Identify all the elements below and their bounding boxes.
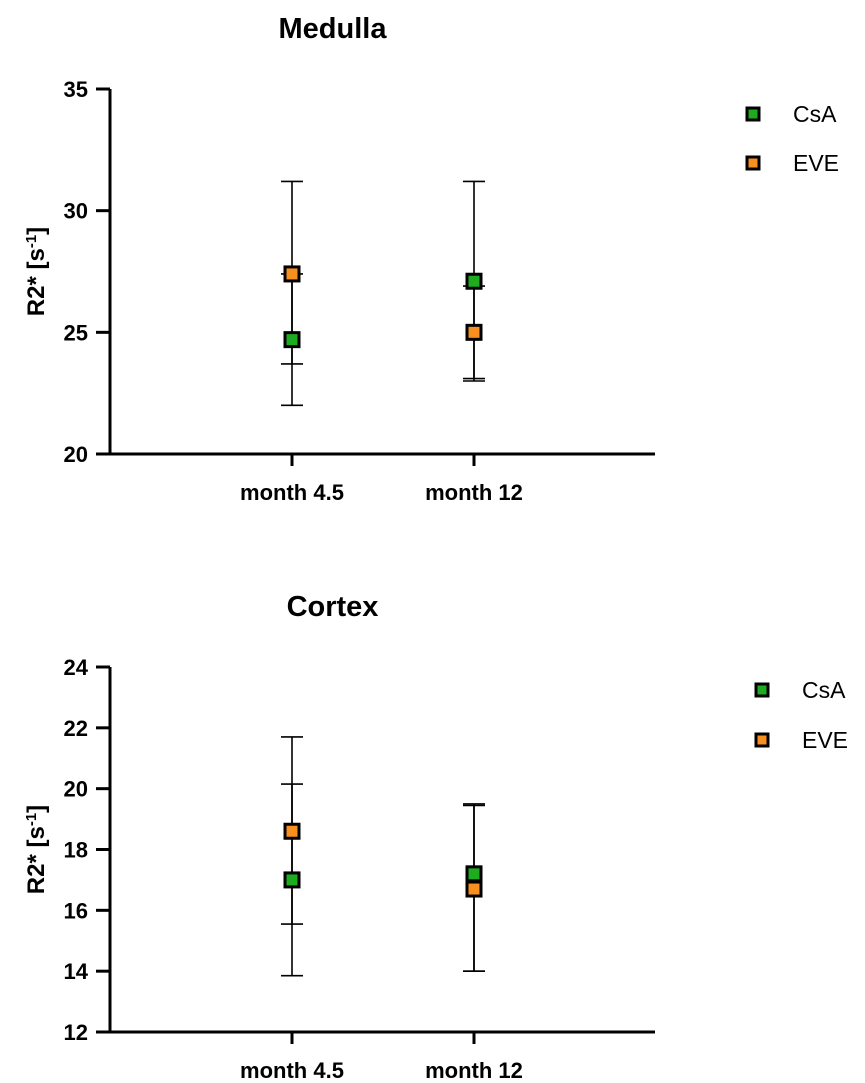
marker-csa [283,331,301,349]
legend-label-csa: CsA [793,101,837,127]
y-tick-label: 20 [64,777,88,802]
y-axis-label: R2* [s-1] [23,805,51,894]
y-tick-label: 12 [64,1020,88,1045]
legend-label-eve: EVE [793,150,839,176]
marker-eve [283,265,301,283]
y-tick-label: 30 [64,199,88,224]
y-tick-label: 14 [64,959,89,984]
marker-csa [465,865,483,883]
y-tick-label: 25 [64,320,88,345]
marker-eve [283,822,301,840]
chart-title: Medulla [279,13,388,45]
x-tick-label: month 12 [425,1058,523,1083]
chart-0: Medulla 20 25 30 35 month 4.5 month 12 R2* [s-1… [23,13,840,505]
marker-eve [465,880,483,898]
legend-label-eve: EVE [802,727,848,753]
legend-marker-eve [754,732,770,748]
y-tick-label: 16 [64,898,88,923]
y-tick-label: 24 [64,655,89,680]
chart-1: Cortex 12 14 16 18 20 22 24 month 4.5 month 12 R2*… [23,591,849,1083]
legend-marker-eve [745,155,761,171]
marker-csa [465,272,483,290]
marker-csa [283,871,301,889]
y-tick-label: 20 [64,442,88,467]
y-tick-label: 22 [64,716,88,741]
x-tick-label: month 4.5 [240,480,344,505]
legend-marker-csa [745,106,761,122]
chart-title: Cortex [287,591,379,623]
x-tick-label: month 4.5 [240,1058,344,1083]
y-tick-label: 35 [64,77,88,102]
legend-marker-csa [754,682,770,698]
legend-label-csa: CsA [802,677,846,703]
y-axis-label: R2* [s-1] [23,227,51,316]
marker-eve [465,323,483,341]
x-tick-label: month 12 [425,480,523,505]
y-tick-label: 18 [64,838,88,863]
